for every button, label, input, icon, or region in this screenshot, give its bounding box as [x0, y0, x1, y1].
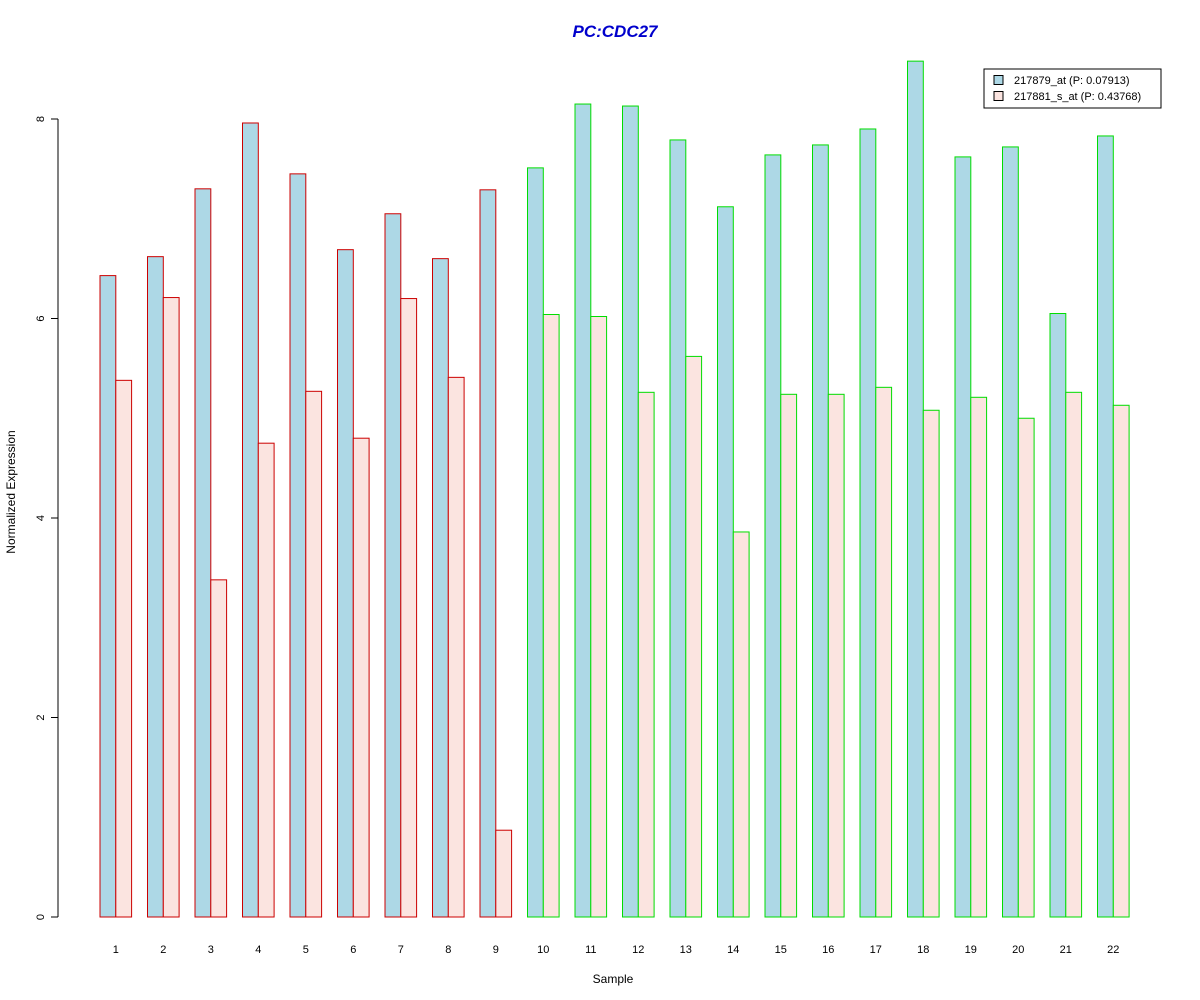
x-tick-label: 11	[585, 944, 596, 956]
x-tick-label: 17	[870, 944, 882, 956]
bar-series2-sample-12	[637, 391, 655, 918]
y-tick-label: 8	[35, 116, 47, 122]
x-tick-label: 9	[493, 944, 499, 956]
bar-series1-sample-6	[337, 249, 354, 918]
bar-series2-sample-22	[1112, 404, 1130, 918]
bar-series1-sample-3	[194, 188, 212, 918]
bar-series2-sample-20	[1017, 417, 1035, 918]
bar-series1-sample-16	[812, 144, 829, 918]
legend-box	[983, 68, 1162, 109]
x-tick-label: 21	[1060, 944, 1072, 956]
bar-series1-sample-19	[954, 156, 972, 918]
bar-series1-sample-18	[907, 60, 924, 918]
bar-series1-sample-9	[479, 189, 497, 918]
y-axis-title: Normalized Expression	[4, 430, 18, 553]
x-tick-label: 2	[160, 944, 166, 956]
x-tick-label: 20	[1012, 944, 1024, 956]
bar-series1-sample-12	[622, 105, 639, 918]
bar-series2-sample-1	[115, 379, 133, 918]
bar-series2-sample-14	[732, 531, 750, 918]
bar-series1-sample-2	[147, 256, 164, 918]
x-tick-label: 18	[917, 944, 929, 956]
bar-series1-sample-7	[384, 213, 402, 918]
x-tick-label: 19	[965, 944, 977, 956]
bar-series2-sample-16	[827, 393, 845, 918]
bar-series1-sample-4	[242, 122, 259, 918]
bar-series1-sample-10	[527, 167, 544, 918]
x-tick-label: 3	[208, 944, 214, 956]
x-tick-label: 6	[350, 944, 356, 956]
bar-series2-sample-19	[970, 396, 988, 918]
x-tick-label: 14	[727, 944, 739, 956]
bar-series2-sample-4	[257, 442, 275, 918]
bar-series2-sample-3	[210, 579, 228, 918]
x-tick-label: 13	[680, 944, 692, 956]
bar-series2-sample-10	[542, 314, 560, 918]
bar-series2-sample-15	[780, 393, 798, 918]
bar-series2-sample-9	[495, 829, 513, 918]
legend-swatch	[993, 75, 1004, 85]
bar-series2-sample-13	[685, 355, 703, 918]
y-tick-label: 6	[35, 315, 47, 321]
x-tick-label: 10	[537, 944, 549, 956]
bar-series2-sample-2	[162, 297, 180, 918]
bar-series1-sample-1	[99, 275, 117, 918]
bar-series1-sample-13	[669, 139, 687, 918]
x-tick-label: 16	[822, 944, 834, 956]
bar-series2-sample-11	[590, 316, 608, 918]
legend-entry-label: 217881_s_at (P: 0.43768)	[1014, 91, 1141, 103]
y-axis-ticks: 0 2 4 6 8	[35, 116, 58, 920]
bar-series1-sample-11	[574, 103, 592, 918]
bar-series1-sample-8	[432, 258, 449, 918]
x-tick-label: 12	[632, 944, 644, 956]
x-tick-label: 4	[255, 944, 261, 956]
bar-series2-sample-7	[400, 298, 418, 918]
bar-series1-sample-14	[717, 206, 734, 918]
x-tick-label: 15	[775, 944, 787, 956]
x-tick-label: 8	[445, 944, 451, 956]
bar-series2-sample-17	[875, 386, 893, 918]
bar-series2-sample-5	[305, 390, 323, 918]
x-tick-label: 7	[398, 944, 404, 956]
bar-series1-sample-17	[859, 128, 877, 918]
bar-series1-sample-20	[1002, 146, 1019, 918]
x-tick-label: 5	[303, 944, 309, 956]
x-axis-title: Sample	[593, 972, 634, 986]
bar-series2-sample-21	[1065, 391, 1083, 918]
y-tick-label: 4	[35, 515, 47, 521]
y-tick-label: 0	[35, 914, 47, 920]
legend-swatch	[993, 91, 1004, 101]
legend: 217879_at (P: 0.07913) 217881_s_at (P: 0.…	[983, 68, 1162, 109]
bar-series2-sample-8	[447, 376, 465, 918]
bar-series2-sample-18	[922, 409, 940, 918]
y-tick-label: 2	[35, 714, 47, 720]
bar-series1-sample-15	[764, 154, 782, 918]
x-tick-label: 1	[113, 944, 119, 956]
x-tick-label: 22	[1107, 944, 1119, 956]
bar-series1-sample-21	[1049, 313, 1067, 918]
bar-groups	[99, 60, 1130, 918]
bar-series1-sample-5	[289, 173, 307, 918]
x-axis-tick-labels: 1 2 3 4 5 6 7 8 9 10 11 12 13 14 15 16 17 18 19 20 21 22	[113, 944, 1120, 956]
legend-entry-label: 217879_at (P: 0.07913)	[1014, 75, 1130, 87]
chart-title: PC:CDC27	[572, 22, 659, 41]
bar-series1-sample-22	[1097, 135, 1114, 918]
bar-series2-sample-6	[352, 437, 370, 918]
